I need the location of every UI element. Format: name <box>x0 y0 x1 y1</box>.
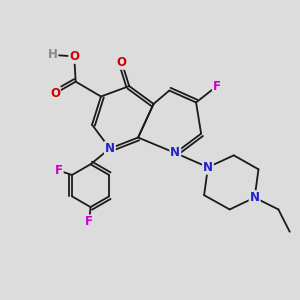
Text: N: N <box>203 161 213 174</box>
Text: F: F <box>55 164 63 177</box>
Text: N: N <box>170 146 180 160</box>
Text: N: N <box>105 142 115 155</box>
Text: O: O <box>117 56 127 69</box>
Text: N: N <box>250 191 260 204</box>
Text: O: O <box>69 50 79 63</box>
Text: F: F <box>213 80 221 93</box>
Text: O: O <box>50 87 60 100</box>
Text: H: H <box>48 48 57 62</box>
Text: F: F <box>85 215 93 228</box>
